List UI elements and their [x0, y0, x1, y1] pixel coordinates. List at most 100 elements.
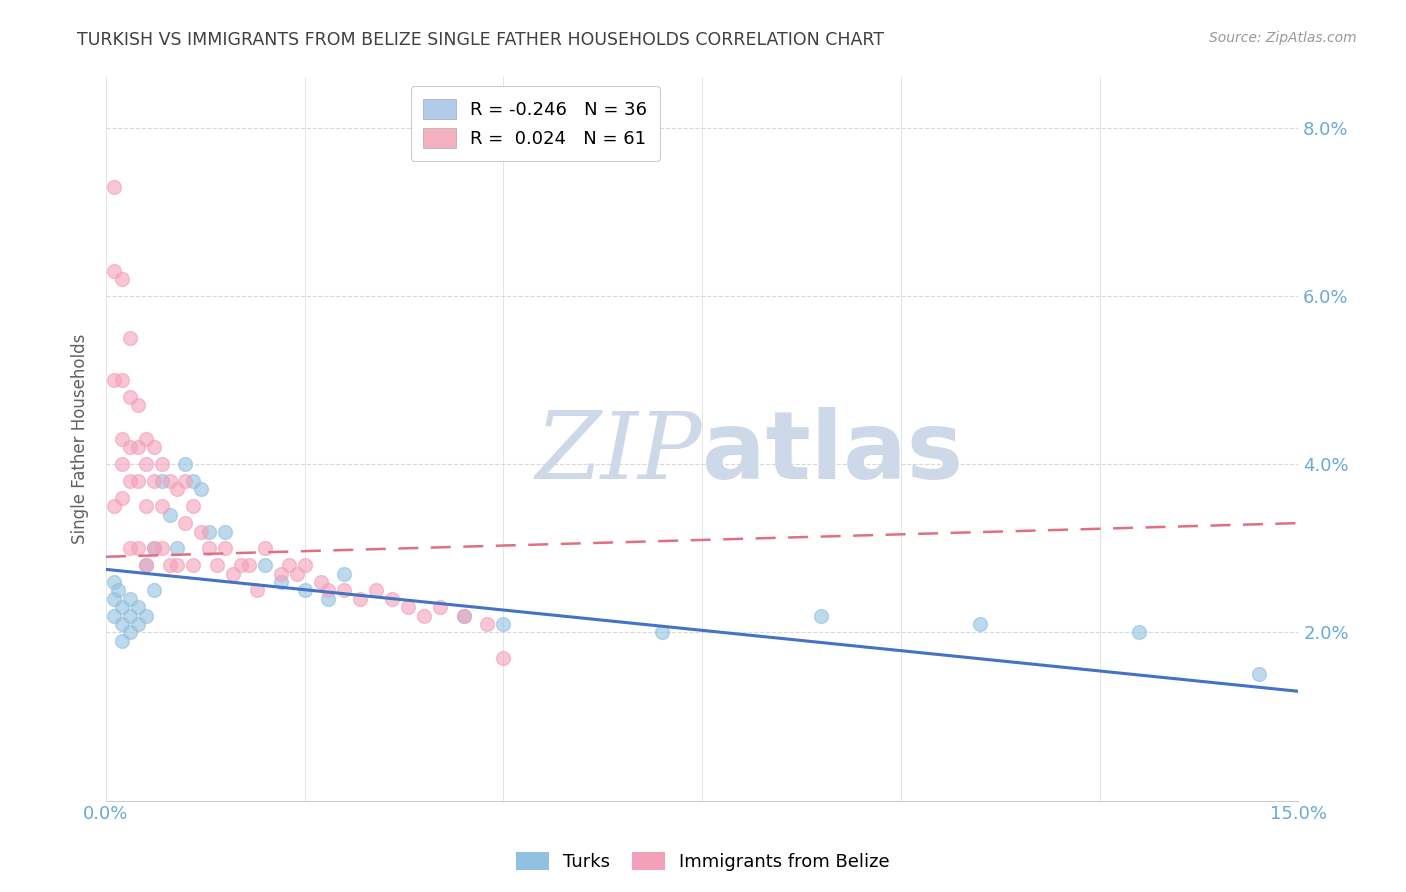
Point: [118, 608, 141, 623]
Point: [111, 633, 134, 648]
Point: [238, 558, 260, 573]
Point: [142, 474, 165, 488]
Point: [429, 600, 451, 615]
Text: Source: ZipAtlas.com: Source: ZipAtlas.com: [1209, 31, 1357, 45]
Point: [103, 608, 125, 623]
Point: [142, 541, 165, 556]
Point: [150, 474, 173, 488]
Point: [118, 591, 141, 606]
Point: [183, 558, 205, 573]
Point: [111, 457, 134, 471]
Point: [127, 617, 149, 632]
Point: [349, 591, 371, 606]
Point: [159, 474, 181, 488]
Point: [135, 432, 157, 446]
Point: [135, 608, 157, 623]
Point: [198, 541, 221, 556]
Point: [135, 558, 157, 573]
Point: [118, 331, 141, 345]
Y-axis label: Single Father Households: Single Father Households: [72, 334, 89, 544]
Point: [205, 558, 228, 573]
Point: [127, 600, 149, 615]
Point: [174, 516, 197, 530]
Point: [1247, 667, 1270, 681]
Point: [103, 373, 125, 387]
Point: [166, 483, 188, 497]
Point: [492, 650, 515, 665]
Point: [127, 441, 149, 455]
Point: [111, 617, 134, 632]
Point: [118, 474, 141, 488]
Point: [103, 574, 125, 589]
Point: [166, 541, 188, 556]
Legend: Turks, Immigrants from Belize: Turks, Immigrants from Belize: [509, 845, 897, 879]
Point: [135, 457, 157, 471]
Point: [492, 617, 515, 632]
Point: [183, 474, 205, 488]
Text: atlas: atlas: [702, 408, 963, 500]
Point: [969, 617, 991, 632]
Point: [159, 508, 181, 522]
Point: [333, 566, 356, 581]
Point: [150, 500, 173, 514]
Point: [159, 558, 181, 573]
Point: [142, 441, 165, 455]
Point: [333, 583, 356, 598]
Point: [651, 625, 673, 640]
Point: [190, 483, 212, 497]
Point: [111, 272, 134, 286]
Point: [412, 608, 434, 623]
Point: [396, 600, 419, 615]
Point: [107, 583, 129, 598]
Point: [294, 583, 316, 598]
Point: [190, 524, 212, 539]
Point: [142, 583, 165, 598]
Point: [1128, 625, 1150, 640]
Point: [127, 541, 149, 556]
Text: ZIP: ZIP: [536, 409, 702, 499]
Point: [253, 558, 276, 573]
Point: [118, 390, 141, 404]
Point: [111, 432, 134, 446]
Point: [135, 558, 157, 573]
Point: [142, 541, 165, 556]
Legend: R = -0.246   N = 36, R =  0.024   N = 61: R = -0.246 N = 36, R = 0.024 N = 61: [411, 87, 659, 161]
Point: [222, 566, 245, 581]
Point: [111, 600, 134, 615]
Point: [246, 583, 269, 598]
Point: [103, 179, 125, 194]
Point: [381, 591, 404, 606]
Point: [285, 566, 308, 581]
Point: [103, 500, 125, 514]
Point: [810, 608, 832, 623]
Point: [118, 441, 141, 455]
Point: [453, 608, 475, 623]
Point: [277, 558, 299, 573]
Point: [127, 474, 149, 488]
Point: [103, 264, 125, 278]
Point: [214, 524, 236, 539]
Point: [150, 457, 173, 471]
Point: [166, 558, 188, 573]
Point: [366, 583, 388, 598]
Point: [477, 617, 499, 632]
Point: [118, 541, 141, 556]
Point: [270, 574, 292, 589]
Point: [127, 398, 149, 412]
Point: [174, 457, 197, 471]
Point: [453, 608, 475, 623]
Point: [270, 566, 292, 581]
Point: [318, 583, 340, 598]
Point: [174, 474, 197, 488]
Point: [229, 558, 252, 573]
Point: [214, 541, 236, 556]
Text: TURKISH VS IMMIGRANTS FROM BELIZE SINGLE FATHER HOUSEHOLDS CORRELATION CHART: TURKISH VS IMMIGRANTS FROM BELIZE SINGLE…: [77, 31, 884, 49]
Point: [309, 574, 332, 589]
Point: [294, 558, 316, 573]
Point: [111, 373, 134, 387]
Point: [183, 500, 205, 514]
Point: [150, 541, 173, 556]
Point: [318, 591, 340, 606]
Point: [253, 541, 276, 556]
Point: [135, 500, 157, 514]
